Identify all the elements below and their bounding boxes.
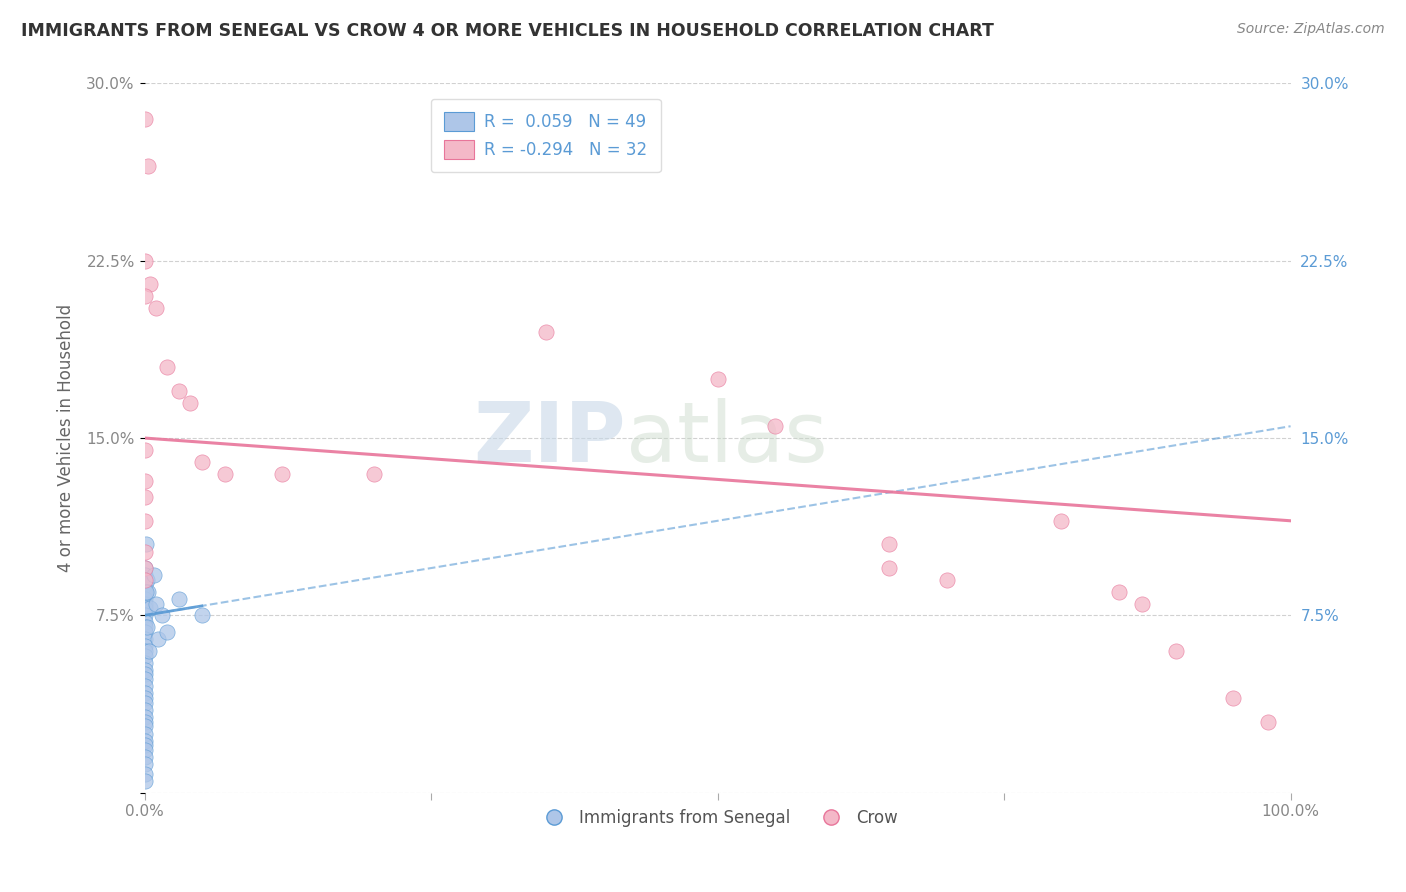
Legend: Immigrants from Senegal, Crow: Immigrants from Senegal, Crow — [530, 803, 905, 834]
Point — [134, 726, 156, 740]
Point — [142, 568, 165, 582]
Point — [134, 608, 156, 623]
Point — [136, 584, 159, 599]
Point — [935, 573, 957, 587]
Point — [134, 597, 156, 611]
Point — [134, 289, 156, 303]
Point — [763, 419, 786, 434]
Point — [134, 442, 156, 457]
Point — [134, 703, 156, 717]
Point — [135, 573, 157, 587]
Point — [134, 733, 156, 747]
Point — [879, 537, 901, 551]
Point — [134, 490, 156, 504]
Point — [134, 620, 156, 634]
Point — [135, 620, 157, 634]
Point — [134, 601, 156, 615]
Point — [134, 714, 156, 729]
Point — [134, 773, 156, 788]
Point — [134, 750, 156, 764]
Point — [191, 608, 214, 623]
Point — [134, 739, 156, 753]
Point — [134, 474, 156, 488]
Point — [134, 719, 156, 733]
Point — [134, 577, 156, 591]
Point — [363, 467, 385, 481]
Point — [136, 159, 159, 173]
Point — [139, 601, 162, 615]
Point — [145, 301, 167, 315]
Point — [134, 584, 156, 599]
Point — [1108, 584, 1130, 599]
Text: atlas: atlas — [626, 398, 828, 478]
Point — [134, 663, 156, 677]
Point — [134, 667, 156, 681]
Point — [148, 632, 170, 646]
Point — [1130, 597, 1153, 611]
Point — [879, 561, 901, 575]
Point — [271, 467, 294, 481]
Y-axis label: 4 or more Vehicles in Household: 4 or more Vehicles in Household — [58, 304, 75, 572]
Point — [134, 561, 156, 575]
Point — [134, 644, 156, 658]
Text: Source: ZipAtlas.com: Source: ZipAtlas.com — [1237, 22, 1385, 37]
Point — [1257, 714, 1279, 729]
Point — [214, 467, 236, 481]
Text: IMMIGRANTS FROM SENEGAL VS CROW 4 OR MORE VEHICLES IN HOUSEHOLD CORRELATION CHAR: IMMIGRANTS FROM SENEGAL VS CROW 4 OR MOR… — [21, 22, 994, 40]
Point — [1222, 691, 1244, 706]
Point — [134, 672, 156, 686]
Point — [134, 624, 156, 639]
Point — [139, 277, 162, 292]
Point — [134, 696, 156, 710]
Point — [134, 615, 156, 630]
Point — [167, 591, 190, 606]
Point — [134, 514, 156, 528]
Point — [135, 537, 157, 551]
Text: ZIP: ZIP — [474, 398, 626, 478]
Point — [134, 561, 156, 575]
Point — [134, 679, 156, 693]
Point — [134, 632, 156, 646]
Point — [134, 591, 156, 606]
Point — [138, 644, 160, 658]
Point — [156, 624, 179, 639]
Point — [1050, 514, 1073, 528]
Point — [134, 743, 156, 757]
Point — [135, 584, 157, 599]
Point — [134, 568, 156, 582]
Point — [179, 395, 201, 409]
Point — [706, 372, 728, 386]
Point — [134, 112, 156, 126]
Point — [134, 648, 156, 663]
Point — [134, 253, 156, 268]
Point — [150, 608, 173, 623]
Point — [134, 710, 156, 724]
Point — [534, 325, 557, 339]
Point — [145, 597, 167, 611]
Point — [134, 544, 156, 558]
Point — [134, 639, 156, 653]
Point — [134, 686, 156, 700]
Point — [1164, 644, 1187, 658]
Point — [191, 455, 214, 469]
Point — [134, 766, 156, 780]
Point — [134, 757, 156, 772]
Point — [134, 573, 156, 587]
Point — [134, 691, 156, 706]
Point — [134, 656, 156, 670]
Point — [156, 360, 179, 375]
Point — [167, 384, 190, 398]
